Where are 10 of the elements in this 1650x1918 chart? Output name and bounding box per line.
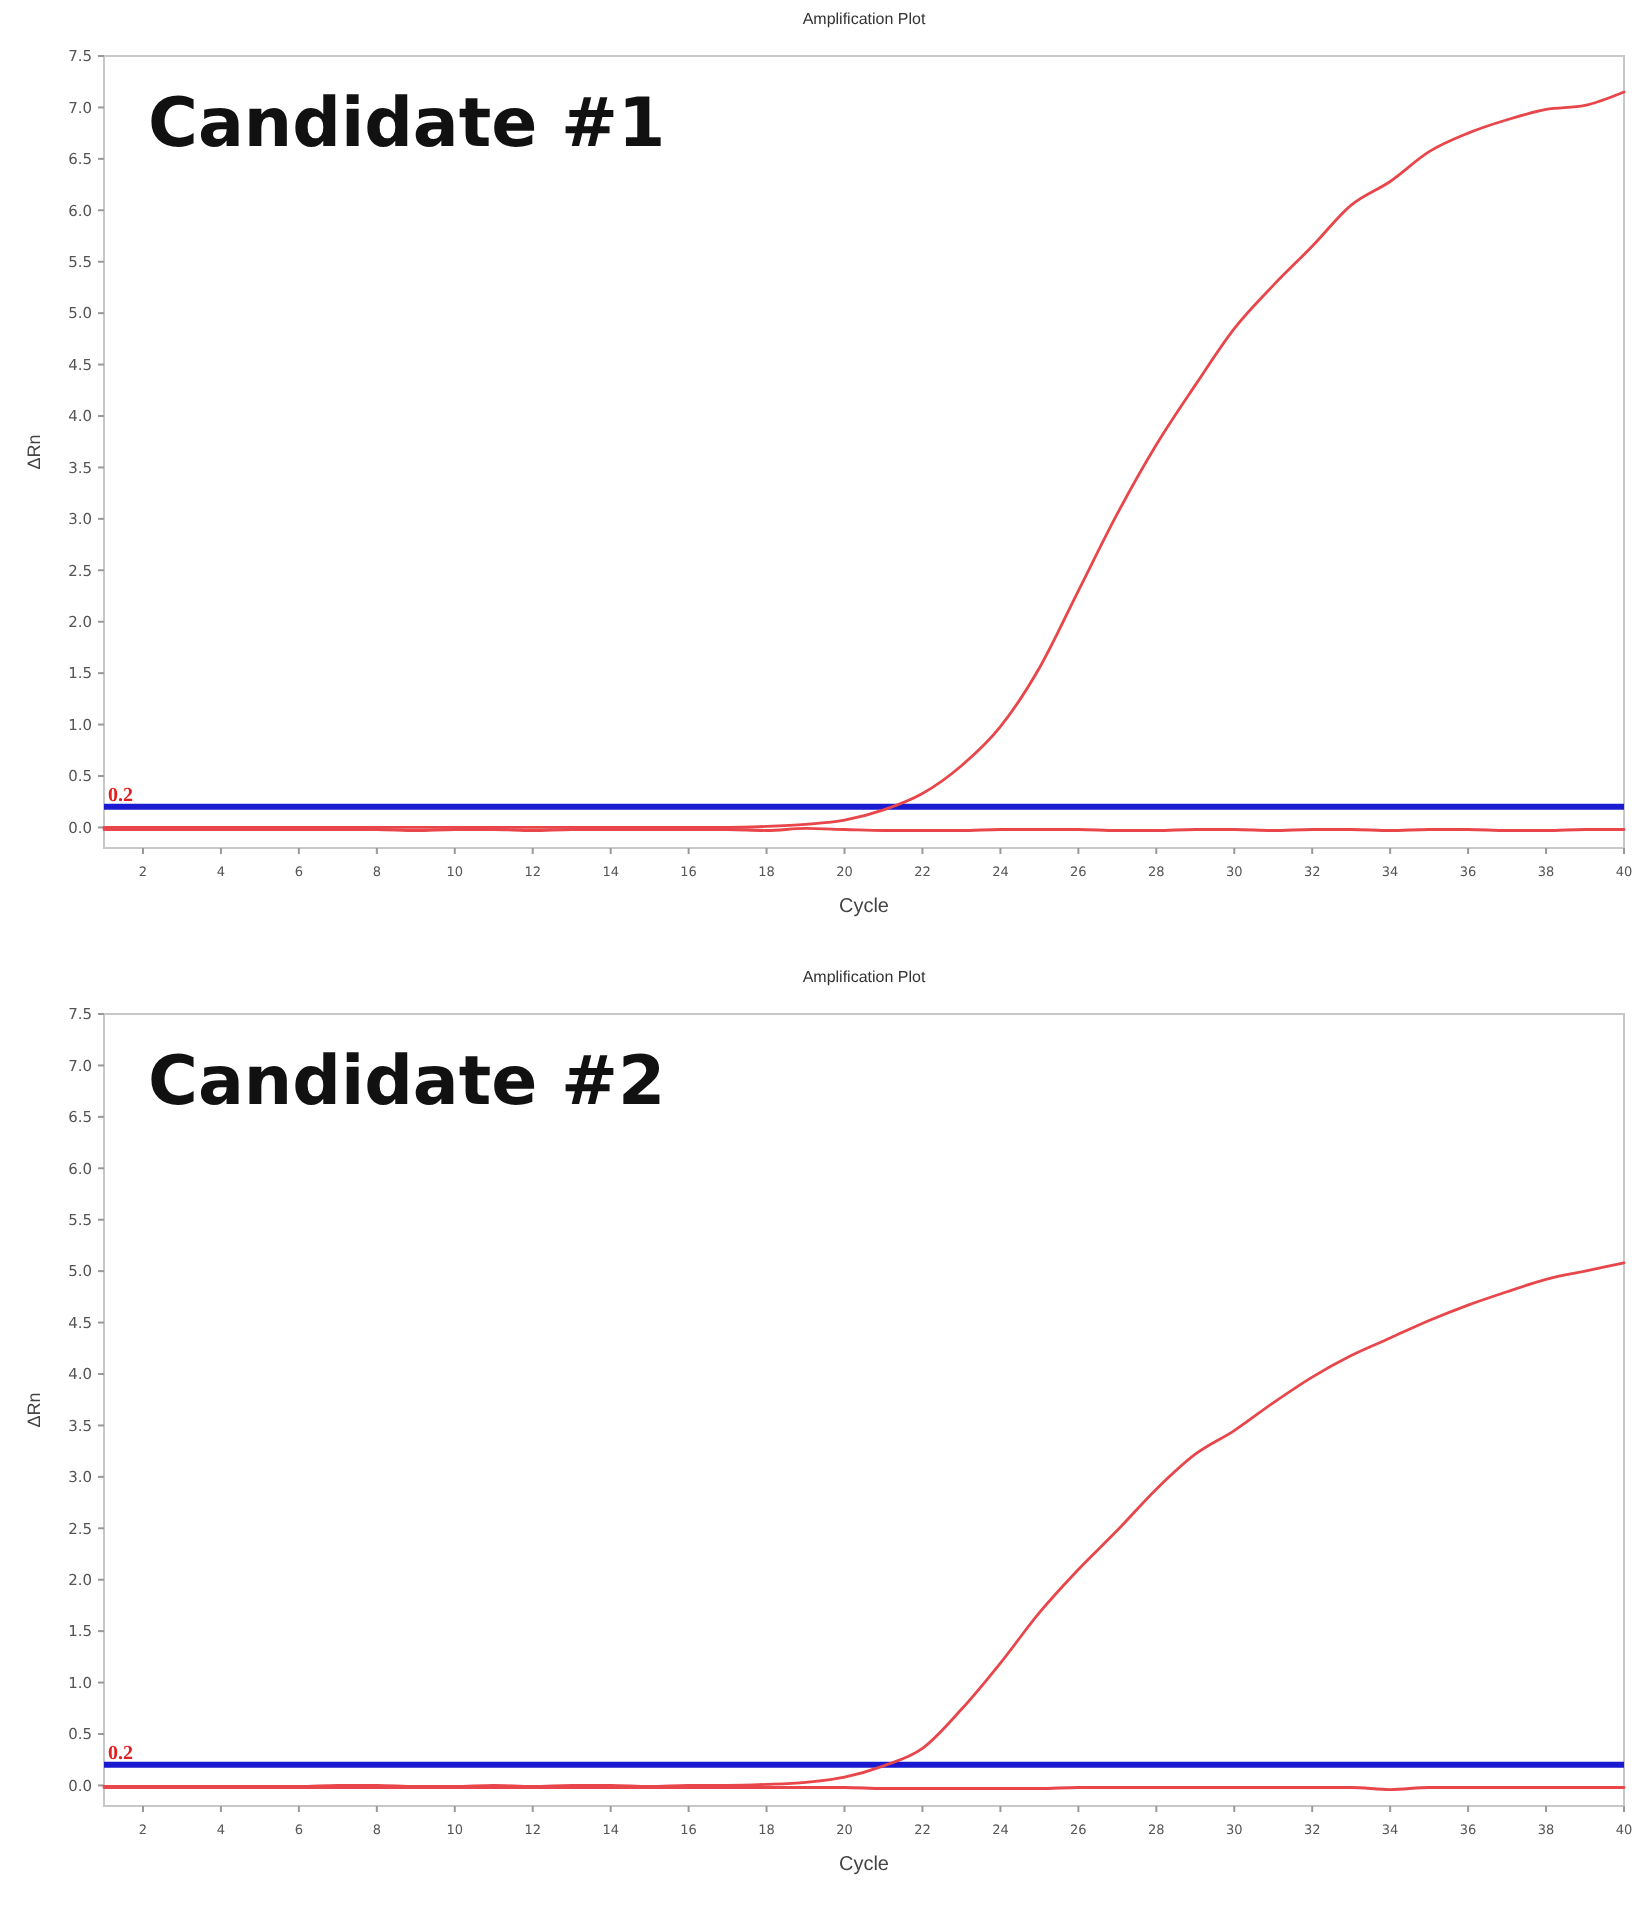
y-axis-title: ΔRn <box>24 1392 44 1428</box>
ref-line-label: 0.2 <box>108 1742 133 1765</box>
ref-line-label: 0.2 <box>108 784 133 807</box>
annotation: Candidate #1 <box>148 84 666 164</box>
x-axis-title: Cycle <box>838 1854 890 1876</box>
y-axis-title: ΔRn <box>24 434 44 470</box>
chart-title: Amplification Plot <box>802 968 927 986</box>
x-axis-title: Cycle <box>838 896 890 918</box>
chart-title: Amplification Plot <box>802 10 927 28</box>
annotation: Candidate #2 <box>148 1042 666 1122</box>
